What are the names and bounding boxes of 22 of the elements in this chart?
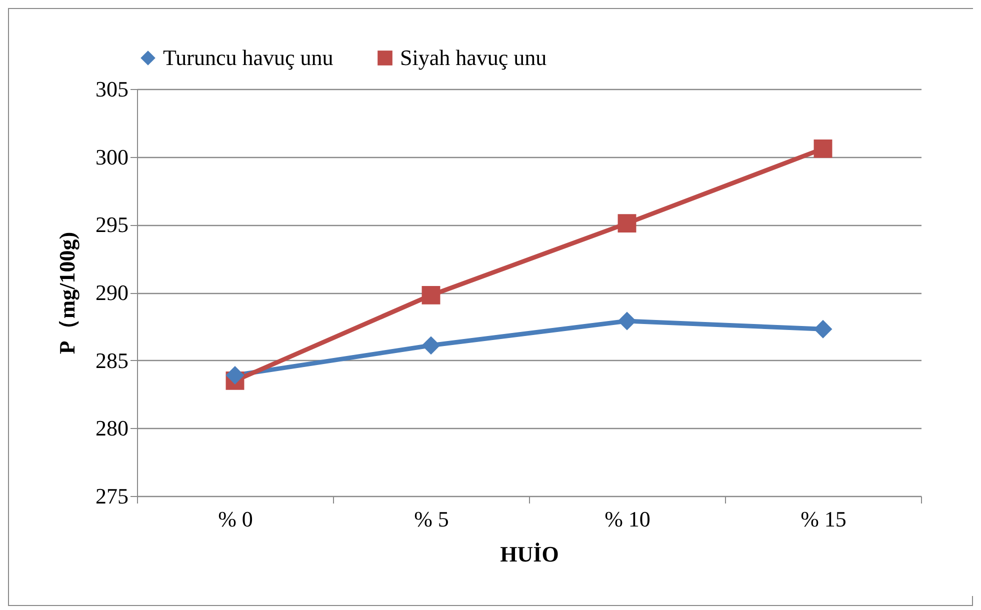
point bbox=[422, 336, 440, 355]
y-tick-label: 305 bbox=[96, 76, 128, 102]
point bbox=[226, 366, 244, 384]
x-tick-label: % 10 bbox=[604, 506, 650, 532]
point bbox=[618, 214, 636, 233]
point bbox=[422, 286, 440, 304]
point bbox=[618, 312, 636, 330]
x-tick-label: % 5 bbox=[414, 506, 449, 532]
y-tick-label: 285 bbox=[96, 348, 128, 373]
point bbox=[814, 139, 832, 158]
legend-label: Siyah havuç unu bbox=[400, 45, 547, 70]
x-axis-title: HUİO bbox=[500, 542, 559, 566]
y-tick-label: 295 bbox=[96, 212, 128, 238]
legend-label: Turuncu havuç unu bbox=[163, 45, 334, 70]
x-tick-label: % 15 bbox=[800, 506, 846, 532]
y-tick-label: 280 bbox=[96, 416, 128, 441]
x-tick-label: % 0 bbox=[218, 506, 253, 532]
y-tick-label: 275 bbox=[96, 484, 128, 508]
y-axis-title: P（mg/100g) bbox=[54, 232, 80, 354]
y-tick-label: 300 bbox=[96, 144, 128, 170]
point bbox=[814, 320, 832, 338]
y-tick-label: 290 bbox=[96, 280, 128, 305]
